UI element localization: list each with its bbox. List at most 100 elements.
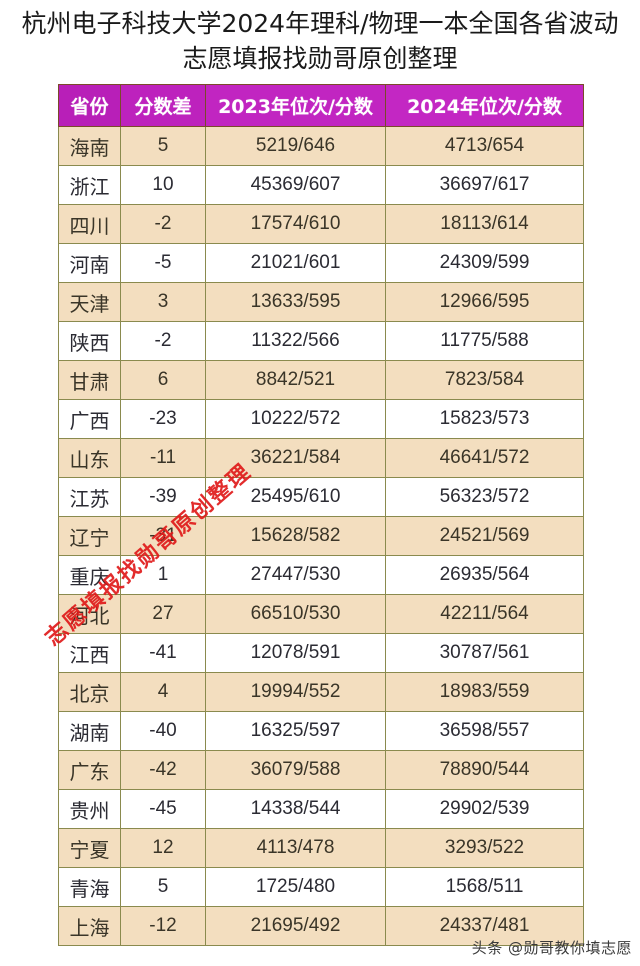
cell-province: 北京 bbox=[58, 672, 121, 712]
table-row: 宁夏 12 4113/478 3293/522 bbox=[58, 828, 584, 868]
cell-2024-rank-score: 7823/584 bbox=[385, 360, 584, 400]
cell-2024-rank-score: 3293/522 bbox=[385, 828, 584, 868]
cell-2023-rank-score: 10222/572 bbox=[205, 399, 386, 439]
cell-province: 江西 bbox=[58, 633, 121, 673]
column-header-province: 省份 bbox=[58, 84, 121, 127]
cell-2024-rank-score: 56323/572 bbox=[385, 477, 584, 517]
table-row: 海南 5 5219/646 4713/654 bbox=[58, 126, 584, 166]
cell-2024-rank-score: 78890/544 bbox=[385, 750, 584, 790]
cell-score-diff: -2 bbox=[120, 321, 206, 361]
cell-2023-rank-score: 5219/646 bbox=[205, 126, 386, 166]
column-header-2023-rank-score: 2023年位次/分数 bbox=[205, 84, 386, 127]
cell-2024-rank-score: 12966/595 bbox=[385, 282, 584, 322]
cell-2023-rank-score: 15628/582 bbox=[205, 516, 386, 556]
table-row: 江西 -41 12078/591 30787/561 bbox=[58, 633, 584, 673]
cell-2023-rank-score: 14338/544 bbox=[205, 789, 386, 829]
table-row: 北京 4 19994/552 18983/559 bbox=[58, 672, 584, 712]
cell-province: 江苏 bbox=[58, 477, 121, 517]
footer-credit-watermark: 头条 @勋哥教你填志愿 bbox=[471, 939, 632, 957]
cell-score-diff: -31 bbox=[120, 516, 206, 556]
table-row: 湖南 -40 16325/597 36598/557 bbox=[58, 711, 584, 751]
cell-score-diff: -41 bbox=[120, 633, 206, 673]
cell-2024-rank-score: 15823/573 bbox=[385, 399, 584, 439]
table-header: 省份 分数差 2023年位次/分数 2024年位次/分数 bbox=[58, 84, 584, 127]
table-row: 江苏 -39 25495/610 56323/572 bbox=[58, 477, 584, 517]
table-row: 贵州 -45 14338/544 29902/539 bbox=[58, 789, 584, 829]
cell-2024-rank-score: 36598/557 bbox=[385, 711, 584, 751]
cell-2023-rank-score: 17574/610 bbox=[205, 204, 386, 244]
cell-province: 青海 bbox=[58, 867, 121, 907]
cell-province: 宁夏 bbox=[58, 828, 121, 868]
cell-score-diff: -2 bbox=[120, 204, 206, 244]
cell-province: 甘肃 bbox=[58, 360, 121, 400]
table-row: 广西 -23 10222/572 15823/573 bbox=[58, 399, 584, 439]
cell-2024-rank-score: 36697/617 bbox=[385, 165, 584, 205]
cell-province: 海南 bbox=[58, 126, 121, 166]
cell-2023-rank-score: 27447/530 bbox=[205, 555, 386, 595]
grades-table-container: 省份 分数差 2023年位次/分数 2024年位次/分数 海南 5 5219/646… bbox=[58, 84, 584, 946]
cell-province: 辽宁 bbox=[58, 516, 121, 556]
cell-province: 广西 bbox=[58, 399, 121, 439]
cell-2024-rank-score: 29902/539 bbox=[385, 789, 584, 829]
cell-province: 贵州 bbox=[58, 789, 121, 829]
cell-score-diff: -5 bbox=[120, 243, 206, 283]
cell-2024-rank-score: 11775/588 bbox=[385, 321, 584, 361]
cell-province: 陕西 bbox=[58, 321, 121, 361]
cell-2024-rank-score: 46641/572 bbox=[385, 438, 584, 478]
cell-province: 重庆 bbox=[58, 555, 121, 595]
cell-2024-rank-score: 24521/569 bbox=[385, 516, 584, 556]
column-header-score-diff: 分数差 bbox=[120, 84, 206, 127]
grades-table: 省份 分数差 2023年位次/分数 2024年位次/分数 海南 5 5219/646… bbox=[58, 84, 584, 946]
cell-2024-rank-score: 1568/511 bbox=[385, 867, 584, 907]
table-row: 重庆 1 27447/530 26935/564 bbox=[58, 555, 584, 595]
table-header-row: 省份 分数差 2023年位次/分数 2024年位次/分数 bbox=[58, 84, 584, 127]
table-row: 河北 27 66510/530 42211/564 bbox=[58, 594, 584, 634]
cell-score-diff: 27 bbox=[120, 594, 206, 634]
cell-2024-rank-score: 24337/481 bbox=[385, 906, 584, 946]
cell-2024-rank-score: 26935/564 bbox=[385, 555, 584, 595]
cell-2023-rank-score: 8842/521 bbox=[205, 360, 386, 400]
cell-province: 天津 bbox=[58, 282, 121, 322]
cell-province: 山东 bbox=[58, 438, 121, 478]
cell-2023-rank-score: 19994/552 bbox=[205, 672, 386, 712]
page-title: 杭州电子科技大学2024年理科/物理一本全国各省波动 志愿填报找勋哥原创整理 bbox=[0, 6, 640, 76]
cell-score-diff: -45 bbox=[120, 789, 206, 829]
table-body: 海南 5 5219/646 4713/654 浙江 10 45369/607 36697/61… bbox=[58, 126, 584, 946]
column-header-2024-rank-score: 2024年位次/分数 bbox=[385, 84, 584, 127]
cell-score-diff: 10 bbox=[120, 165, 206, 205]
cell-score-diff: 4 bbox=[120, 672, 206, 712]
table-row: 上海 -12 21695/492 24337/481 bbox=[58, 906, 584, 946]
table-row: 四川 -2 17574/610 18113/614 bbox=[58, 204, 584, 244]
cell-2023-rank-score: 1725/480 bbox=[205, 867, 386, 907]
cell-province: 浙江 bbox=[58, 165, 121, 205]
table-row: 辽宁 -31 15628/582 24521/569 bbox=[58, 516, 584, 556]
cell-score-diff: 6 bbox=[120, 360, 206, 400]
cell-score-diff: -12 bbox=[120, 906, 206, 946]
cell-score-diff: 3 bbox=[120, 282, 206, 322]
cell-province: 四川 bbox=[58, 204, 121, 244]
cell-2023-rank-score: 66510/530 bbox=[205, 594, 386, 634]
table-row: 陕西 -2 11322/566 11775/588 bbox=[58, 321, 584, 361]
cell-province: 河南 bbox=[58, 243, 121, 283]
table-row: 青海 5 1725/480 1568/511 bbox=[58, 867, 584, 907]
cell-2023-rank-score: 45369/607 bbox=[205, 165, 386, 205]
cell-2023-rank-score: 12078/591 bbox=[205, 633, 386, 673]
cell-province: 河北 bbox=[58, 594, 121, 634]
cell-score-diff: 1 bbox=[120, 555, 206, 595]
cell-score-diff: -11 bbox=[120, 438, 206, 478]
cell-score-diff: -40 bbox=[120, 711, 206, 751]
cell-score-diff: 5 bbox=[120, 126, 206, 166]
cell-2023-rank-score: 21021/601 bbox=[205, 243, 386, 283]
cell-2023-rank-score: 16325/597 bbox=[205, 711, 386, 751]
table-row: 广东 -42 36079/588 78890/544 bbox=[58, 750, 584, 790]
table-row: 天津 3 13633/595 12966/595 bbox=[58, 282, 584, 322]
table-row: 甘肃 6 8842/521 7823/584 bbox=[58, 360, 584, 400]
table-row: 浙江 10 45369/607 36697/617 bbox=[58, 165, 584, 205]
cell-province: 湖南 bbox=[58, 711, 121, 751]
cell-2023-rank-score: 13633/595 bbox=[205, 282, 386, 322]
cell-2024-rank-score: 24309/599 bbox=[385, 243, 584, 283]
cell-score-diff: -42 bbox=[120, 750, 206, 790]
cell-2024-rank-score: 18983/559 bbox=[385, 672, 584, 712]
cell-2023-rank-score: 11322/566 bbox=[205, 321, 386, 361]
table-row: 山东 -11 36221/584 46641/572 bbox=[58, 438, 584, 478]
